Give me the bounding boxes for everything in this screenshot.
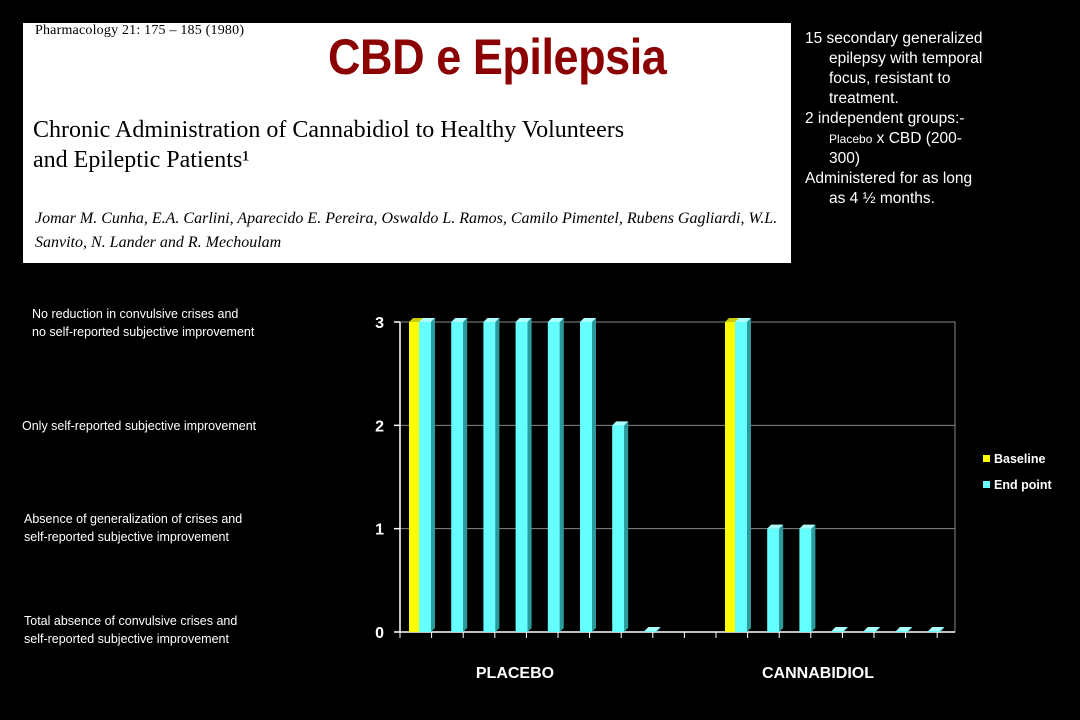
bar-endpoint (799, 528, 812, 632)
bar-endpoint-side (463, 318, 468, 632)
bar-endpoint-top (580, 318, 596, 322)
bar-endpoint-side (592, 318, 596, 632)
note-line: 2 independent groups:- (805, 110, 965, 127)
bar-endpoint-side (908, 627, 912, 632)
bar-endpoint-top (515, 318, 532, 322)
category-label-0: Total absence of convulsive crises and s… (24, 614, 238, 646)
paper-header-image: Pharmacology 21: 175 – 185 (1980) Chroni… (23, 23, 791, 263)
study-notes: 15 secondary generalized epilepsy with t… (805, 29, 1075, 209)
bar-endpoint (451, 322, 464, 632)
bar-endpoint-top (612, 421, 629, 426)
bar-endpoint (863, 631, 876, 632)
note-line: 300) (829, 150, 861, 167)
bar-endpoint-side (747, 318, 751, 632)
y-tick-label: 0 (375, 625, 384, 642)
bar-endpoint (896, 631, 908, 632)
bar-endpoint-side (527, 318, 532, 632)
bar-endpoint-top (799, 524, 816, 529)
note-line: focus, resistant to (829, 70, 951, 87)
y-tick-label: 3 (375, 315, 384, 332)
bar-endpoint-top (644, 627, 661, 631)
category-label-2: Only self-reported subjective improvemen… (22, 419, 257, 433)
note-cbd-dose: x CBD (200- (872, 130, 962, 147)
note-line: Placebo x CBD (200- (805, 129, 1075, 149)
bar-endpoint-side (875, 627, 880, 632)
bar-baseline (725, 322, 737, 632)
note-line: 15 secondary generalized (805, 30, 983, 47)
category-label-3: No reduction in convulsive crises and no… (32, 307, 255, 339)
note-line: as 4 ½ months. (829, 190, 935, 207)
bar-endpoint (767, 528, 780, 632)
bar-endpoint-side (656, 627, 661, 632)
note-line: epilepsy with temporal (829, 50, 983, 67)
bar-endpoint (515, 322, 528, 632)
slide-title: CBD e Epilepsia (328, 29, 667, 85)
bar-endpoint-side (811, 524, 816, 632)
plot-area (399, 321, 956, 633)
bar-endpoint-top (863, 627, 880, 631)
legend-label: Baseline (994, 452, 1045, 466)
bar-endpoint (547, 322, 560, 632)
bar-endpoint-side (431, 318, 435, 632)
bar-endpoint (419, 322, 431, 632)
bar-endpoint-side (624, 421, 629, 632)
bar-endpoint (928, 631, 941, 632)
journal-citation: Pharmacology 21: 175 – 185 (1980) (35, 23, 245, 38)
note-placebo: Placebo (829, 132, 873, 146)
group-label: CANNABIDIOL (762, 665, 874, 682)
bar-endpoint-top (767, 524, 784, 529)
bar-endpoint-top (547, 318, 564, 322)
paper-authors: Jomar M. Cunha, E.A. Carlini, Aparecido … (35, 210, 778, 251)
note-line: treatment. (829, 90, 899, 107)
bar-endpoint-side (495, 318, 500, 632)
bar-endpoint (831, 631, 844, 632)
y-tick-label: 2 (375, 418, 384, 435)
bar-endpoint (735, 322, 747, 632)
bar-endpoint-top (483, 318, 500, 322)
bar-endpoint-side (559, 318, 564, 632)
legend-label: End point (994, 478, 1052, 492)
y-tick-label: 1 (375, 522, 384, 539)
bar-endpoint-side (843, 627, 848, 632)
bar-endpoint-top (419, 318, 435, 322)
bar-endpoint-top (896, 627, 912, 631)
bar-endpoint (483, 322, 496, 632)
category-label-1: Absence of generalization of crises and … (24, 512, 243, 544)
bar-endpoint-top (928, 627, 945, 631)
legend-swatch (983, 455, 990, 462)
bar-endpoint (644, 631, 657, 632)
group-label: PLACEBO (476, 665, 554, 682)
bar-endpoint-top (451, 318, 468, 322)
legend-swatch (983, 481, 990, 488)
bar-endpoint-side (779, 524, 784, 632)
bar-endpoint (580, 322, 592, 632)
bar-endpoint-top (735, 318, 751, 322)
bar-endpoint-side (940, 627, 945, 632)
note-line: Administered for as long (805, 170, 973, 187)
bar-baseline (409, 322, 421, 632)
bar-endpoint-top (831, 627, 848, 631)
paper-title: Chronic Administration of Cannabidiol to… (33, 117, 625, 173)
bar-endpoint (612, 425, 625, 632)
